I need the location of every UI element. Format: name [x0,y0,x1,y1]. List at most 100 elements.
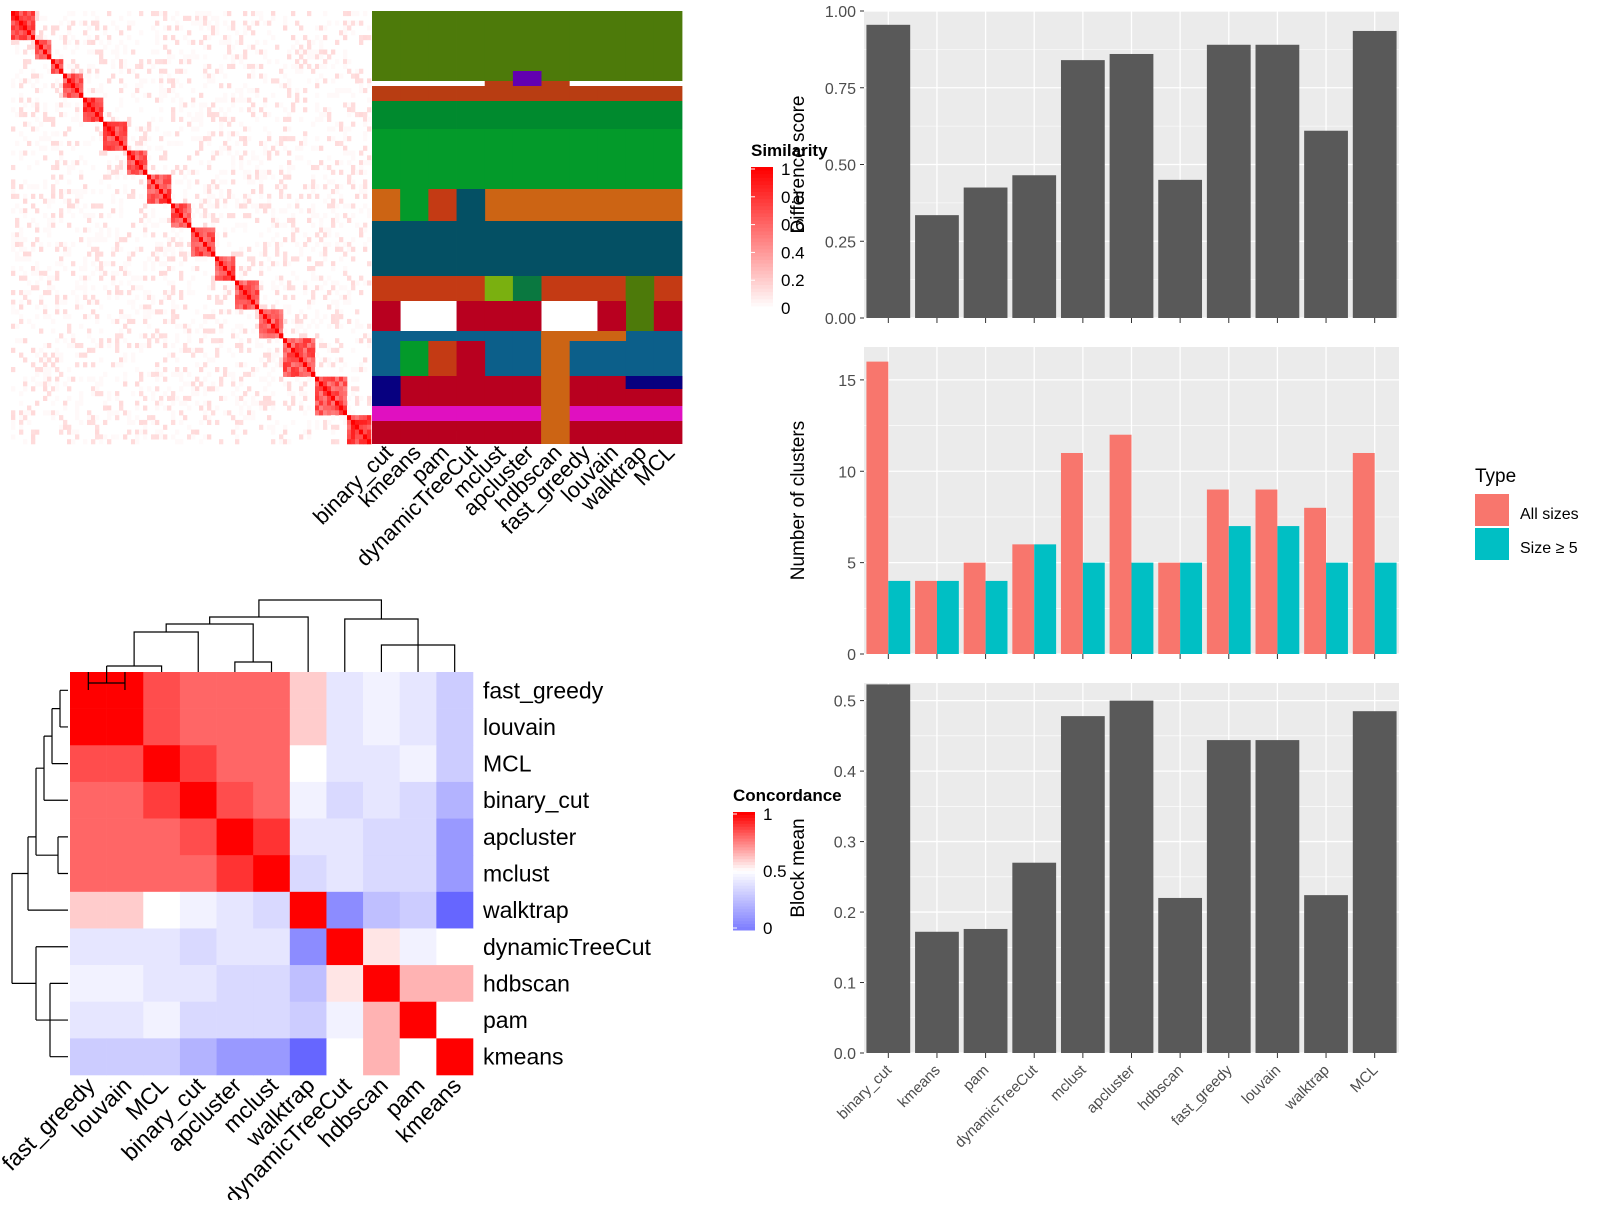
similarity-cell [287,174,292,180]
similarity-cell [175,333,180,339]
similarity-cell [259,160,264,166]
similarity-cell [307,419,312,426]
similarity-cell [239,280,244,286]
similarity-cell [87,333,92,339]
similarity-cell [167,318,172,325]
similarity-cell [131,164,136,171]
x-tick-label: kmeans [895,1062,944,1111]
similarity-cell [59,59,64,65]
similarity-cell [55,376,60,382]
similarity-cell [51,222,56,228]
similarity-cell [303,97,308,103]
similarity-cell [59,352,64,358]
similarity-cell [315,309,320,315]
similarity-cell [315,314,320,320]
similarity-cell [99,54,104,60]
similarity-cell [139,275,144,281]
similarity-cell [263,294,268,300]
similarity-cell [299,391,304,397]
similarity-cell [343,395,348,401]
membership-cell [456,11,486,81]
similarity-cell [259,405,264,411]
concordance-legend-gradient [733,850,755,854]
similarity-cell [191,126,196,132]
similarity-cell [195,208,200,214]
similarity-cell [103,174,108,180]
similarity-cell [347,160,352,166]
similarity-cell [31,126,36,132]
similarity-cell [215,256,220,262]
similarity-cell [339,184,344,190]
similarity-cell [327,116,332,122]
similarity-cell [67,11,72,17]
similarity-cell [227,193,232,199]
concordance-row-label: hdbscan [483,970,570,996]
similarity-cell [15,323,20,329]
similarity-cell [91,415,96,421]
similarity-cell [147,217,152,223]
similarity-cell [35,184,40,190]
similarity-cell [15,338,20,344]
similarity-cell [119,97,124,103]
membership-cell [625,86,655,101]
membership-cell [653,421,683,444]
similarity-cell [23,15,28,21]
similarity-cell [51,68,56,74]
similarity-cell [243,174,248,180]
membership-cell [597,301,627,331]
similarity-cell [155,169,160,175]
similarity-cell [367,415,372,421]
similarity-cell [171,280,176,286]
similarity-cell [239,87,244,94]
legend-swatch-size-ge5 [1475,528,1509,560]
similarity-cell [27,121,32,127]
similarity-cell [135,87,140,94]
similarity-cell [267,400,272,406]
similarity-cell [39,15,44,21]
membership-cell [484,101,514,129]
similarity-cell [127,35,132,41]
membership-cell [512,86,542,101]
similarity-cell [63,112,68,118]
concordance-cell [326,672,364,709]
similarity-cell [323,232,328,238]
similarity-cell [111,59,116,65]
similarity-cell [127,25,132,31]
similarity-cell [27,251,32,257]
similarity-cell [263,328,268,334]
similarity-cell [219,395,224,401]
similarity-cell [67,376,72,382]
similarity-cell [191,213,196,219]
similarity-cell [319,410,324,416]
similarity-cell [83,314,88,320]
similarity-legend-gradient [751,249,773,254]
similarity-cell [55,68,60,74]
similarity-cell [235,386,240,392]
concordance-legend-gradient [733,921,755,925]
similarity-cell [259,376,264,382]
similarity-cell [235,39,240,45]
similarity-cell [123,83,128,89]
similarity-cell [11,193,16,199]
membership-cell [400,11,429,81]
similarity-cell [291,44,296,50]
membership-cell [456,331,486,341]
similarity-cell [255,323,260,329]
concordance-cell [363,1001,401,1039]
similarity-cell [223,232,228,238]
similarity-cell [147,68,152,74]
similarity-cell [279,83,284,89]
similarity-cell [303,107,308,113]
membership-cell [597,421,627,444]
similarity-cell [19,112,24,118]
similarity-cell [79,193,84,199]
y-tick-label: 0.25 [825,234,856,251]
similarity-cell [343,265,348,272]
similarity-cell [367,342,372,349]
similarity-cell [171,391,176,397]
similarity-cell [315,107,320,113]
membership-cell [625,331,655,341]
similarity-cell [219,169,224,175]
similarity-cell [315,285,320,291]
membership-cell [456,129,486,189]
